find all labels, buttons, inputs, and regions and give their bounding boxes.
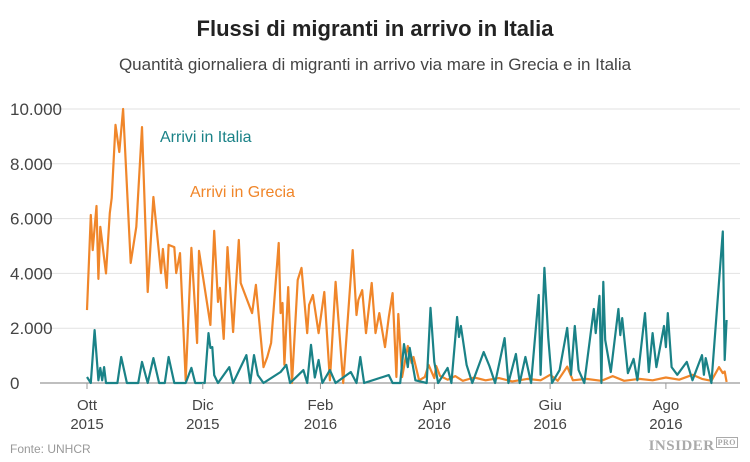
insider-pro-logo: INSIDER PRO (648, 437, 738, 455)
x-tick-month: Ago (653, 397, 680, 414)
x-tick-year: 2016 (304, 416, 337, 433)
y-tick-label: 8.000 (10, 155, 53, 174)
y-tick-label: 4.000 (10, 264, 53, 283)
x-tick-year: 2016 (649, 416, 682, 433)
source-note: Fonte: UNHCR (10, 442, 91, 456)
x-tick-year: 2016 (533, 416, 566, 433)
series-line-italia (86, 230, 728, 385)
annotation-grecia: Arrivi in Grecia (190, 184, 295, 201)
y-tick-label: 2.000 (10, 319, 53, 338)
y-tick-label: 6.000 (10, 210, 53, 229)
x-tick-year: 2016 (418, 416, 451, 433)
chart-title: Flussi di migranti in arrivo in Italia (196, 16, 554, 41)
x-tick-month: Apr (423, 397, 446, 414)
logo-sup: PRO (715, 437, 738, 448)
chart-subtitle: Quantità giornaliera di migranti in arri… (118, 55, 632, 74)
annotation-italia: Arrivi in Italia (160, 129, 252, 146)
x-tick-month: Ott (77, 397, 98, 414)
y-tick-label: 10.000 (10, 100, 62, 119)
x-tick-month: Feb (308, 397, 334, 414)
y-tick-label: 0 (10, 374, 19, 393)
x-tick-month: Dic (192, 397, 214, 414)
x-tick-year: 2015 (70, 416, 103, 433)
series-line-grecia (85, 107, 728, 385)
x-tick-year: 2015 (186, 416, 219, 433)
logo-text: INSIDER (648, 438, 715, 454)
x-tick-month: Giu (538, 397, 561, 414)
